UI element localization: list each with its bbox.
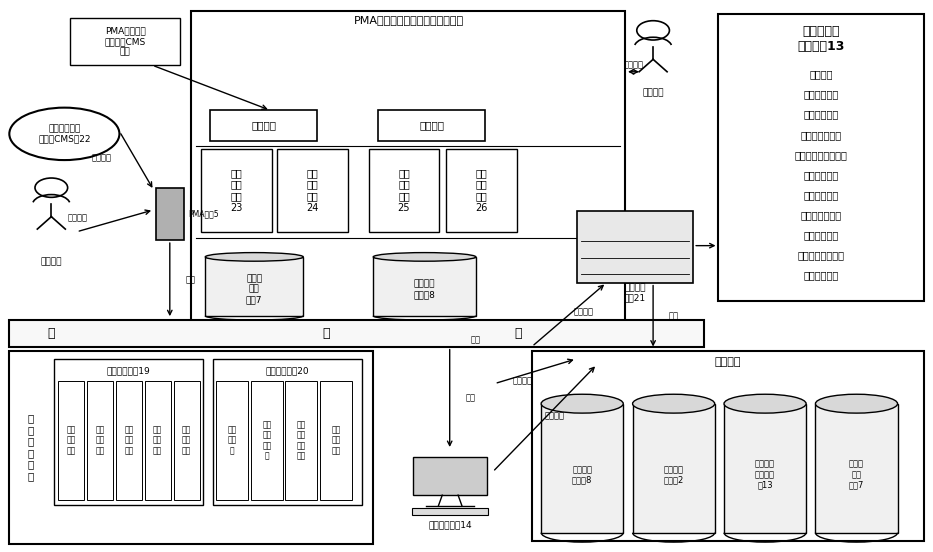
Bar bbox=[320, 381, 352, 500]
Bar bbox=[251, 381, 283, 500]
Bar bbox=[70, 18, 180, 65]
Text: 可靠
性分
析: 可靠 性分 析 bbox=[228, 426, 237, 455]
Text: 检修人员: 检修人员 bbox=[642, 88, 664, 97]
Text: 域: 域 bbox=[323, 327, 330, 340]
Text: 诊断
引导
查询: 诊断 引导 查询 bbox=[95, 426, 104, 455]
Text: 故障信息
管理数据
库13: 故障信息 管理数据 库13 bbox=[755, 460, 775, 490]
Bar bbox=[413, 457, 487, 495]
Text: 数据交换: 数据交换 bbox=[623, 61, 644, 70]
Bar bbox=[418, 458, 482, 491]
Ellipse shape bbox=[9, 108, 119, 160]
Bar bbox=[87, 381, 113, 500]
Bar bbox=[216, 381, 248, 500]
Bar bbox=[446, 149, 517, 232]
Text: 故障预测记录: 故障预测记录 bbox=[803, 170, 839, 180]
Text: 备件
库存
分析: 备件 库存 分析 bbox=[331, 426, 341, 455]
Bar bbox=[378, 110, 485, 141]
Text: 故障记录: 故障记录 bbox=[809, 70, 833, 79]
Text: 故障
记录
查询: 故障 记录 查询 bbox=[153, 426, 162, 455]
Text: 连接: 连接 bbox=[466, 394, 475, 403]
Bar bbox=[116, 381, 142, 500]
Bar bbox=[532, 351, 924, 541]
Bar bbox=[210, 110, 317, 141]
Bar bbox=[285, 381, 317, 500]
Text: 数据交换: 数据交换 bbox=[573, 307, 593, 316]
Text: 维修管理软件14: 维修管理软件14 bbox=[428, 520, 472, 529]
Bar bbox=[373, 257, 476, 316]
Text: 连接: 连接 bbox=[471, 335, 480, 344]
Bar bbox=[213, 359, 362, 505]
Ellipse shape bbox=[541, 394, 623, 413]
Text: 诊断功能: 诊断功能 bbox=[251, 120, 276, 131]
Bar bbox=[633, 404, 715, 533]
Text: 排故
引导
模块
25: 排故 引导 模块 25 bbox=[397, 168, 411, 213]
Text: 技术资
料数
据库7: 技术资 料数 据库7 bbox=[849, 460, 864, 490]
Text: 故障信号: 故障信号 bbox=[91, 153, 111, 163]
Bar bbox=[156, 188, 184, 240]
Bar bbox=[277, 149, 348, 232]
Ellipse shape bbox=[724, 394, 806, 413]
Text: 资产信息
数据库2: 资产信息 数据库2 bbox=[663, 465, 684, 484]
Bar bbox=[815, 404, 898, 533]
Text: 连接: 连接 bbox=[669, 311, 678, 321]
Text: 维
修
管
理
功
能: 维 修 管 理 功 能 bbox=[28, 413, 34, 481]
Text: 连接: 连接 bbox=[186, 275, 195, 284]
Text: 故障诊断模块19: 故障诊断模块19 bbox=[107, 367, 150, 375]
Text: 任务分配记录: 任务分配记录 bbox=[803, 110, 839, 120]
Ellipse shape bbox=[205, 253, 303, 261]
Text: 维修功能: 维修功能 bbox=[419, 120, 444, 131]
Text: 关键
部件
故障
预测: 关键 部件 故障 预测 bbox=[297, 420, 306, 460]
Text: 局: 局 bbox=[48, 327, 55, 340]
Bar bbox=[54, 359, 203, 505]
Bar bbox=[412, 508, 488, 515]
Text: 动态检修记录: 动态检修记录 bbox=[803, 230, 839, 240]
Bar bbox=[145, 381, 171, 500]
Text: 数据库服
务器21: 数据库服 务器21 bbox=[624, 283, 646, 302]
Text: 数据交换: 数据交换 bbox=[544, 411, 564, 420]
Text: 工卡
查询
模块
26: 工卡 查询 模块 26 bbox=[475, 168, 488, 213]
Bar bbox=[541, 404, 623, 533]
Text: 技术资
料数
据库7: 技术资 料数 据库7 bbox=[246, 274, 262, 304]
Ellipse shape bbox=[815, 394, 898, 413]
Text: 技术
资料
查询: 技术 资料 查询 bbox=[182, 426, 191, 455]
Text: 快速
诊断
模块
23: 快速 诊断 模块 23 bbox=[230, 168, 243, 213]
Text: 检修人员: 检修人员 bbox=[40, 258, 63, 267]
Bar bbox=[369, 149, 439, 232]
Text: 大部件更换记录: 大部件更换记录 bbox=[801, 210, 842, 220]
Text: 网: 网 bbox=[514, 327, 522, 340]
Text: 车载中央维护
系统（CMS）22: 车载中央维护 系统（CMS）22 bbox=[38, 124, 91, 144]
Bar bbox=[9, 320, 704, 347]
Text: 软件版本更换记录: 软件版本更换记录 bbox=[798, 250, 844, 260]
Bar bbox=[191, 11, 625, 323]
Text: 信号
采集
模块
24: 信号 采集 模块 24 bbox=[306, 168, 319, 213]
Text: 数据库集: 数据库集 bbox=[715, 357, 741, 367]
Text: PMA系统采集
传输车载CMS
信号: PMA系统采集 传输车载CMS 信号 bbox=[104, 27, 146, 56]
Text: 故障预测模块20: 故障预测模块20 bbox=[266, 367, 309, 375]
Text: 数据交换: 数据交换 bbox=[512, 376, 533, 385]
Text: 运行
安全
性评
估: 运行 安全 性评 估 bbox=[262, 420, 272, 460]
Text: 备件采购记录: 备件采购记录 bbox=[803, 190, 839, 200]
Text: 运行安全性评估记录: 运行安全性评估记录 bbox=[795, 150, 847, 160]
Text: PMA系统中维修保障管理涉及功能: PMA系统中维修保障管理涉及功能 bbox=[354, 15, 464, 25]
Bar bbox=[724, 404, 806, 533]
Bar bbox=[9, 351, 373, 544]
Text: 技术改造记录: 技术改造记录 bbox=[803, 270, 839, 280]
Bar bbox=[174, 381, 200, 500]
Text: 专家系统
数据库8: 专家系统 数据库8 bbox=[413, 279, 436, 299]
Text: 增强
故障
诊断: 增强 故障 诊断 bbox=[66, 426, 76, 455]
Bar bbox=[718, 14, 924, 301]
Bar bbox=[201, 149, 272, 232]
Text: 增强故障记录: 增强故障记录 bbox=[803, 89, 839, 99]
Bar bbox=[205, 257, 303, 316]
Ellipse shape bbox=[633, 394, 715, 413]
Bar bbox=[577, 211, 693, 283]
Text: 部件可靠性记录: 部件可靠性记录 bbox=[801, 130, 842, 140]
Text: 故障信息管
理数据库13: 故障信息管 理数据库13 bbox=[798, 25, 844, 52]
Ellipse shape bbox=[373, 253, 476, 261]
Text: PMA系统5: PMA系统5 bbox=[188, 209, 219, 219]
Text: 故障现象: 故障现象 bbox=[68, 214, 88, 222]
Bar bbox=[58, 381, 84, 500]
Text: 维修
任务
发布: 维修 任务 发布 bbox=[124, 426, 133, 455]
Text: 专家系统
数据库8: 专家系统 数据库8 bbox=[572, 465, 592, 484]
